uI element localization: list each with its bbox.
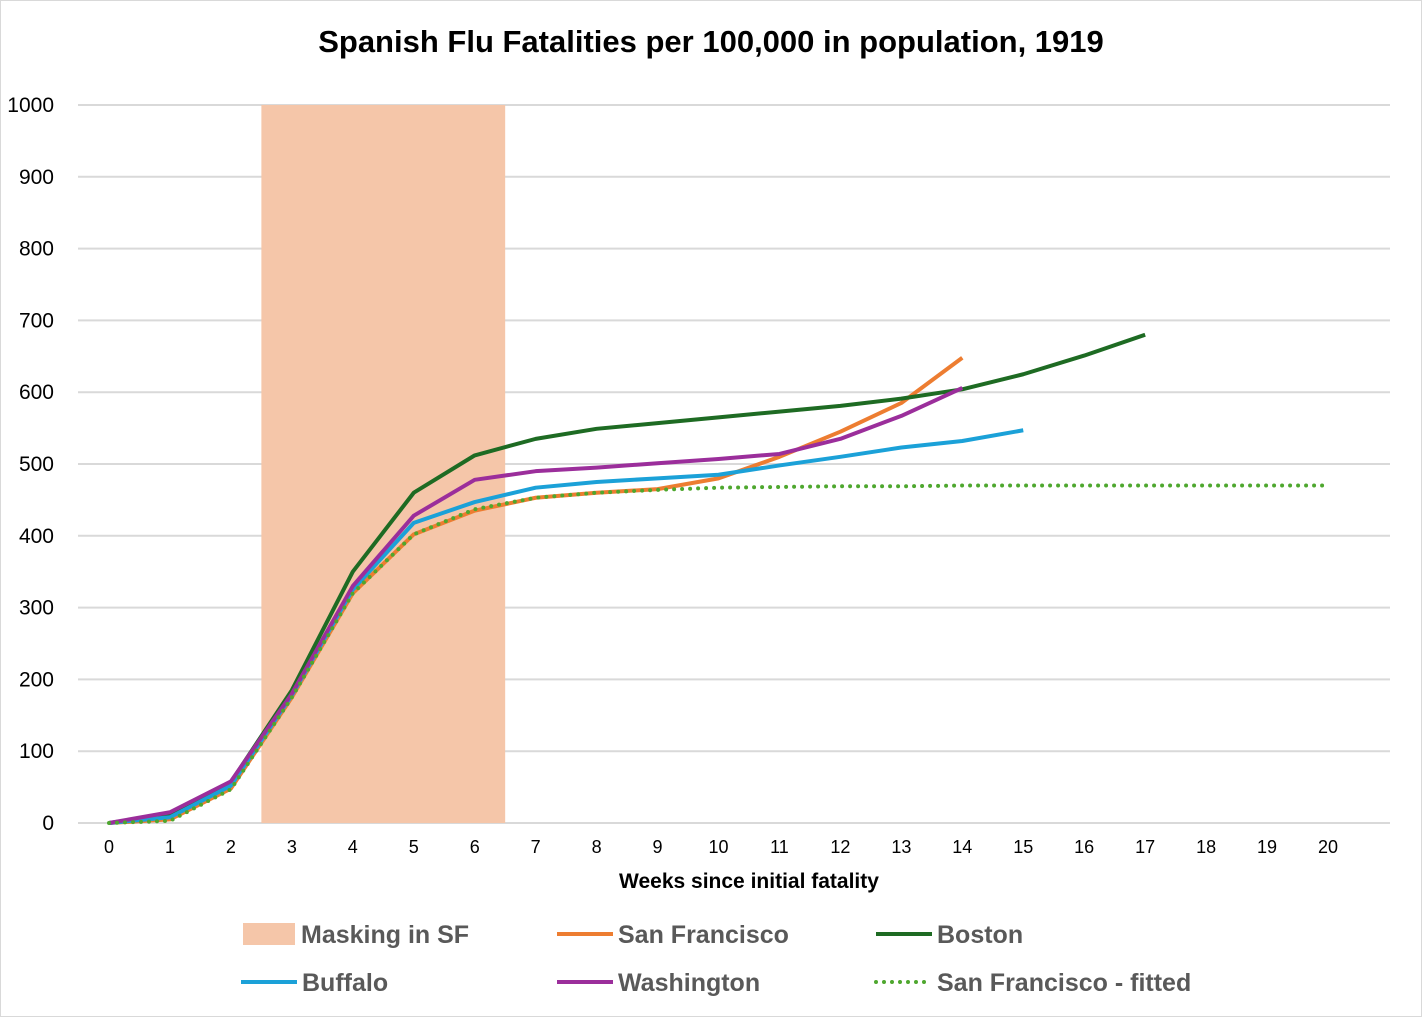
legend-label-boston: Boston <box>937 921 1023 949</box>
x-tick-label: 1 <box>165 837 175 857</box>
x-tick-label: 16 <box>1074 837 1094 857</box>
y-tick-label: 200 <box>19 668 54 691</box>
y-tick-label: 700 <box>19 309 54 332</box>
legend-label-washington: Washington <box>618 969 760 997</box>
x-tick-label: 2 <box>226 837 236 857</box>
y-tick-label: 1000 <box>7 94 54 117</box>
masking-band <box>261 105 506 823</box>
x-tick-label: 0 <box>104 837 114 857</box>
series-line-san-francisco <box>108 356 964 825</box>
x-tick-label: 17 <box>1135 837 1155 857</box>
x-tick-label: 12 <box>830 837 850 857</box>
series-line-washington <box>108 386 964 825</box>
x-tick-label: 8 <box>592 837 602 857</box>
series-line-san-francisco-fitted <box>107 483 1330 825</box>
x-tick-label: 15 <box>1013 837 1033 857</box>
x-axis-label: Weeks since initial fatality <box>619 870 879 893</box>
y-tick-label: 0 <box>42 812 54 835</box>
y-tick-label: 300 <box>19 597 54 620</box>
legend-label-san-francisco: San Francisco <box>618 921 789 949</box>
x-tick-label: 9 <box>653 837 663 857</box>
x-tick-label: 6 <box>470 837 480 857</box>
x-tick-label: 18 <box>1196 837 1216 857</box>
x-tick-label: 11 <box>770 837 789 857</box>
x-tick-label: 10 <box>708 837 728 857</box>
legend-swatch-masking-in-sf <box>243 923 295 945</box>
x-tick-label: 4 <box>348 837 358 857</box>
x-tick-label: 13 <box>891 837 911 857</box>
y-tick-label: 100 <box>19 740 54 763</box>
legend-label-masking-in-sf: Masking in SF <box>301 921 469 949</box>
legend-label-san-francisco-fitted: San Francisco - fitted <box>937 969 1191 997</box>
x-tick-label: 5 <box>409 837 419 857</box>
y-tick-label: 500 <box>19 453 54 476</box>
y-tick-label: 900 <box>19 166 54 189</box>
x-tick-label: 19 <box>1257 837 1277 857</box>
x-tick-label: 14 <box>952 837 972 857</box>
y-tick-label: 800 <box>19 238 54 261</box>
legend-label-buffalo: Buffalo <box>302 969 388 997</box>
chart-title: Spanish Flu Fatalities per 100,000 in po… <box>318 24 1104 59</box>
x-tick-label: 7 <box>531 837 541 857</box>
x-tick-label: 20 <box>1318 837 1338 857</box>
y-tick-label: 600 <box>19 381 54 404</box>
legend: Masking in SF San Francisco Boston Buffalo W… <box>241 921 1191 997</box>
y-tick-label: 400 <box>19 525 54 548</box>
x-tick-label: 3 <box>287 837 297 857</box>
